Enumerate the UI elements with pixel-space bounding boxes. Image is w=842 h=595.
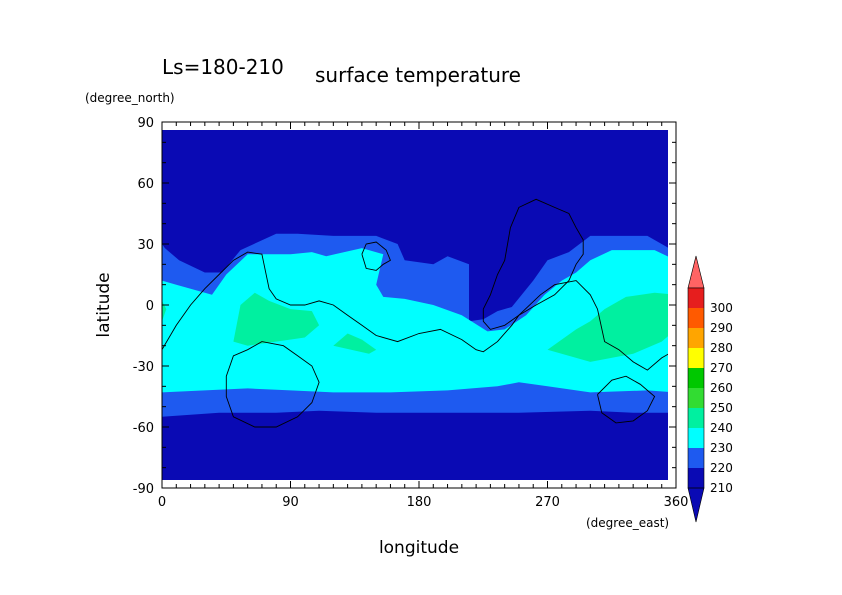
colorbar-cell-3 — [688, 408, 704, 428]
y-axis: 90 60 30 0 -30 -60 -90 — [133, 116, 676, 497]
field-240-250-region-3 — [547, 292, 668, 362]
colorbar-label-230: 230 — [710, 441, 733, 455]
colorbar-cell-1 — [688, 448, 704, 468]
x-tick-label-0: 0 — [158, 495, 166, 510]
y-tick-label-60: 60 — [137, 177, 154, 192]
x-tick-label-90: 90 — [282, 495, 299, 510]
chart-subtitle: Ls=180-210 — [162, 55, 284, 79]
colorbar-cell-9 — [688, 288, 704, 308]
topography-contours — [162, 198, 668, 428]
x-tick-label-360: 360 — [664, 495, 689, 510]
x-tick-label-270: 270 — [535, 495, 560, 510]
contour-line-1 — [482, 198, 584, 330]
temperature-field — [162, 130, 668, 480]
y-tick-label--30: -30 — [133, 360, 154, 375]
x-axis-units: (degree_east) — [586, 516, 669, 530]
colorbar-label-240: 240 — [710, 421, 733, 435]
contour-line-2 — [361, 241, 391, 271]
y-tick-label-90: 90 — [137, 116, 154, 131]
y-tick-label-30: 30 — [137, 238, 154, 253]
colorbar-label-270: 270 — [710, 361, 733, 375]
x-tick-label-180: 180 — [407, 495, 432, 510]
colorbar-label-220: 220 — [710, 461, 733, 475]
colorbar-label-280: 280 — [710, 341, 733, 355]
colorbar-frame — [687, 287, 705, 489]
colorbar-label-210: 210 — [710, 481, 733, 495]
colorbar-cell-5 — [688, 368, 704, 388]
colorbar-cell-2 — [688, 428, 704, 448]
field-240-250-region-2 — [333, 333, 377, 354]
colorbar-cell-6 — [688, 348, 704, 368]
contour-line-3 — [225, 341, 320, 428]
chart-title: surface temperature — [315, 63, 521, 87]
colorbar: 210 220 230 240 250 260 270 280 290 300 — [687, 255, 733, 523]
colorbar-cell-8 — [688, 308, 704, 328]
contour-line-4 — [597, 375, 656, 424]
colorbar-extend-max — [687, 255, 705, 289]
colorbar-cell-7 — [688, 328, 704, 348]
colorbar-cell-0 — [688, 468, 704, 488]
colorbar-label-300: 300 — [710, 301, 733, 315]
y-tick-label-0: 0 — [146, 299, 154, 314]
field-240-250-region-1 — [233, 292, 320, 346]
x-axis-label: longitude — [379, 538, 459, 558]
colorbar-extend-min — [687, 487, 705, 523]
colorbar-cell-4 — [688, 388, 704, 408]
y-axis-label: latitude — [94, 272, 114, 337]
y-tick-label--60: -60 — [133, 421, 154, 436]
field-230-240-region-0 — [162, 248, 668, 393]
y-axis-units: (degree_north) — [85, 91, 175, 105]
colorbar-label-250: 250 — [710, 401, 733, 415]
x-axis: 0 90 180 270 360 — [158, 122, 689, 510]
colorbar-label-290: 290 — [710, 321, 733, 335]
colorbar-label-260: 260 — [710, 381, 733, 395]
contour-line-0 — [162, 251, 668, 371]
y-tick-label--90: -90 — [133, 482, 154, 497]
field-240-250-region-0 — [162, 300, 167, 322]
